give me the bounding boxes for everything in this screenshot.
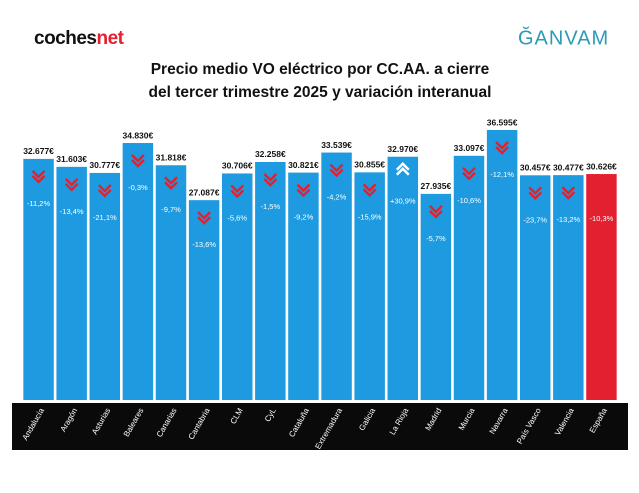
- trend-arrow: [561, 191, 576, 200]
- change-label: -11,2%: [27, 199, 51, 208]
- trend-arrow: [31, 170, 46, 179]
- trend-arrow: [263, 178, 278, 187]
- change-label: -21,1%: [93, 213, 117, 222]
- trend-arrow: [296, 188, 311, 198]
- trend-arrow: [594, 190, 609, 199]
- bar: [255, 161, 286, 400]
- trend-arrow: [395, 162, 410, 171]
- trend-arrow: [528, 191, 543, 200]
- trend-arrow: [31, 175, 46, 184]
- trend-arrow: [230, 189, 245, 199]
- value-label: 32.677€: [23, 146, 54, 156]
- category-band: [12, 403, 628, 450]
- bar: [420, 193, 452, 400]
- value-label: 30.777€: [89, 160, 120, 170]
- change-label: -5,7%: [426, 234, 446, 243]
- trend-arrow: [131, 154, 145, 163]
- trend-arrow: [263, 173, 278, 182]
- trend-arrow: [197, 216, 211, 225]
- bar: [188, 200, 220, 400]
- value-label: 30.457€: [520, 163, 551, 173]
- bar: [453, 155, 485, 400]
- value-label: 34.830€: [123, 130, 154, 140]
- value-label: 30.855€: [354, 160, 385, 170]
- trend-arrow: [462, 171, 476, 181]
- value-label: 33.097€: [454, 143, 485, 153]
- logo-left-main: coches: [34, 28, 96, 49]
- trend-arrow: [64, 177, 79, 187]
- chart-title: Precio medio VO eléctrico por CC.AA. a c…: [151, 61, 490, 78]
- bar: [122, 143, 154, 400]
- bar: [519, 175, 551, 400]
- value-label: 30.477€: [553, 162, 584, 172]
- change-label: -0,3%: [128, 183, 148, 192]
- change-label: -13,2%: [556, 215, 580, 224]
- bar: [486, 130, 518, 400]
- trend-arrow: [495, 141, 509, 150]
- value-label: 32.970€: [387, 144, 418, 154]
- logo-left: cochesnet: [34, 28, 125, 49]
- bar: [89, 172, 121, 400]
- value-label: 30.706€: [222, 161, 253, 171]
- bar: [56, 166, 87, 400]
- trend-arrow: [97, 184, 112, 193]
- trend-arrow: [97, 189, 112, 198]
- bar: [553, 175, 584, 400]
- trend-arrow: [131, 159, 145, 168]
- bar: [288, 172, 319, 400]
- change-label: -10,3%: [590, 214, 614, 223]
- change-label: +30,9%: [390, 197, 416, 206]
- change-label: -13,6%: [192, 240, 216, 249]
- value-label: 33.539€: [321, 140, 352, 150]
- bar: [221, 173, 253, 400]
- bar: [321, 152, 352, 400]
- trend-arrow: [429, 210, 443, 219]
- trend-arrow: [462, 166, 476, 176]
- trend-arrow: [164, 181, 178, 190]
- trend-arrow: [230, 184, 245, 194]
- value-label: 30.626€: [586, 161, 617, 171]
- change-label: -9,2%: [294, 213, 314, 222]
- trend-arrow: [164, 176, 178, 185]
- change-label: -1,5%: [261, 202, 281, 211]
- value-label: 32.258€: [255, 149, 286, 159]
- change-label: -4,2%: [327, 193, 347, 202]
- trend-arrow: [395, 167, 410, 176]
- trend-arrow: [197, 211, 211, 220]
- bar: [586, 174, 617, 400]
- value-label: 36.595€: [487, 117, 518, 127]
- trend-arrow: [64, 182, 79, 192]
- change-label: -10,6%: [457, 196, 481, 205]
- change-label: -12,1%: [490, 170, 514, 179]
- trend-arrow: [429, 205, 443, 214]
- trend-arrow: [296, 183, 311, 193]
- bar: [23, 158, 54, 400]
- trend-arrow: [495, 146, 509, 155]
- trend-arrow: [362, 188, 377, 198]
- bar: [155, 165, 187, 400]
- bar: [387, 156, 419, 400]
- trend-arrow: [561, 186, 576, 195]
- value-label: 31.603€: [56, 154, 87, 164]
- logo-left-accent: net: [96, 28, 124, 49]
- bar: [354, 172, 385, 400]
- trend-arrow: [362, 183, 377, 193]
- value-label: 27.087€: [189, 187, 220, 197]
- change-label: -5,6%: [227, 213, 247, 222]
- trend-arrow: [528, 186, 543, 195]
- change-label: -13,4%: [60, 207, 84, 216]
- logo-right: ĞANVAM: [518, 26, 609, 49]
- value-label: 31.818€: [156, 152, 187, 162]
- change-label: -23,7%: [523, 215, 547, 224]
- value-label: 27.935€: [421, 181, 452, 191]
- change-label: -9,7%: [161, 205, 181, 214]
- value-label: 30.821€: [288, 160, 319, 170]
- trend-arrow: [329, 168, 344, 178]
- trend-arrow: [329, 163, 344, 173]
- trend-arrow: [594, 185, 609, 194]
- change-label: -15,9%: [358, 212, 382, 221]
- chart-title: del tercer trimestre 2025 y variación in…: [149, 84, 492, 101]
